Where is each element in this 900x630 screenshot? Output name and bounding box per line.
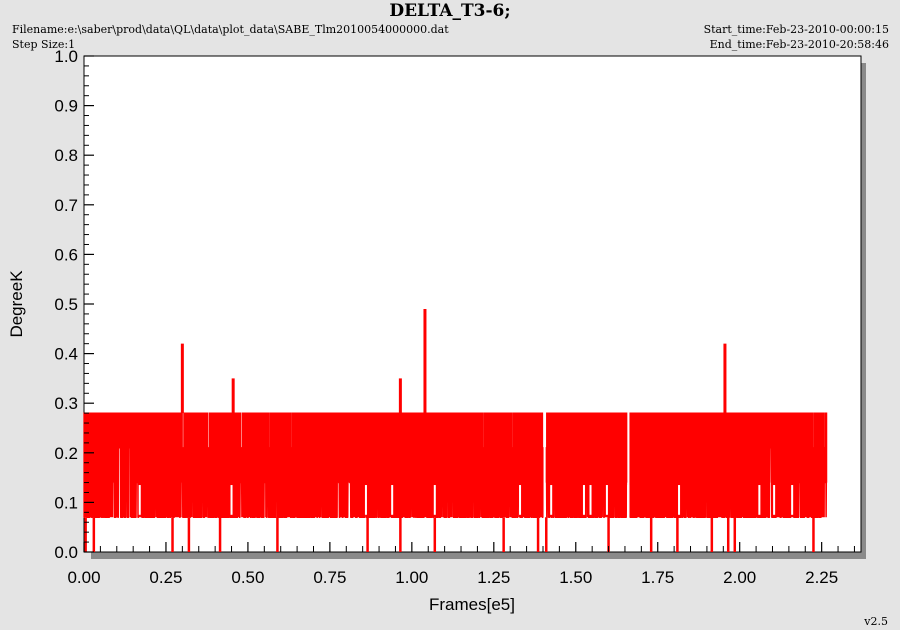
x-tick-label: 0.75 bbox=[313, 568, 346, 587]
series-line bbox=[83, 412, 828, 518]
series-notch bbox=[391, 485, 394, 515]
series-notch bbox=[230, 485, 233, 515]
y-tick-label: 0.9 bbox=[54, 97, 78, 116]
series-notch bbox=[582, 485, 585, 515]
series-notch bbox=[678, 485, 681, 515]
series-notch bbox=[791, 485, 794, 515]
x-tick-label: 2.00 bbox=[723, 568, 756, 587]
y-tick-label: 0.3 bbox=[54, 394, 78, 413]
x-tick-label: 0.50 bbox=[231, 568, 264, 587]
y-tick-label: 0.7 bbox=[54, 196, 78, 215]
series-layer bbox=[83, 308, 828, 552]
y-tick-label: 0.4 bbox=[54, 345, 78, 364]
chart-title: DELTA_T3-6; bbox=[389, 1, 511, 21]
series-notch bbox=[550, 485, 553, 515]
series-notch bbox=[627, 485, 630, 515]
y-tick-label: 1.0 bbox=[54, 47, 78, 66]
version-label: v2.5 bbox=[864, 615, 888, 628]
step-size-label: Step Size:1 bbox=[12, 38, 76, 51]
x-tick-label: 1.50 bbox=[559, 568, 592, 587]
series-notch bbox=[589, 485, 592, 515]
y-tick-label: 0.2 bbox=[54, 444, 78, 463]
series-notch bbox=[605, 485, 608, 515]
y-tick-label: 0.0 bbox=[54, 543, 78, 562]
x-axis-title: Frames[e5] bbox=[429, 595, 515, 614]
x-tick-label: 1.00 bbox=[395, 568, 428, 587]
x-tick-label: 2.25 bbox=[805, 568, 838, 587]
series-notch bbox=[433, 485, 436, 515]
filename-label: Filename:e:\saber\prod\data\QL\data\plot… bbox=[12, 23, 449, 36]
series-notch bbox=[773, 485, 776, 515]
x-tick-label: 1.25 bbox=[477, 568, 510, 587]
y-axis-title: DegreeK bbox=[7, 270, 26, 338]
series-notch bbox=[758, 485, 761, 515]
y-tick-label: 0.5 bbox=[54, 295, 78, 314]
axis-layer: 0.0 0.1 0.2 0.3 0.4 0.5 0.6 0.7 0.8 0.9 1.0 0.00 0.2… bbox=[54, 47, 855, 587]
end-time-label: End_time:Feb-23-2010-20:58:46 bbox=[709, 38, 889, 51]
y-tick-label: 0.8 bbox=[54, 146, 78, 165]
series-notch bbox=[138, 485, 141, 515]
x-tick-label: 1.75 bbox=[641, 568, 674, 587]
start-time-label: Start_time:Feb-23-2010-00:00:15 bbox=[703, 23, 889, 36]
series-notch bbox=[519, 485, 522, 515]
series-notch bbox=[364, 485, 367, 515]
x-tick-label: 0.25 bbox=[149, 568, 182, 587]
x-tick-label: 0.00 bbox=[67, 568, 100, 587]
y-tick-label: 0.1 bbox=[54, 493, 78, 512]
y-tick-label: 0.6 bbox=[54, 245, 78, 264]
